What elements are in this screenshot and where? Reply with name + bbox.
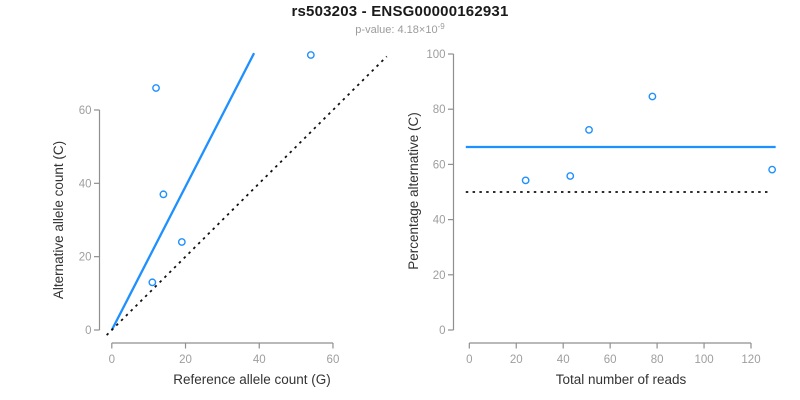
y-axis-title: Alternative allele count (C) <box>51 141 66 299</box>
page-title: rs503203 - ENSG00000162931 <box>291 3 509 20</box>
right-plot-panel: 0 20 40 60 80 100 120 0 20 40 60 80 100 Total number … <box>406 49 777 387</box>
y-axis-tick-label: 0 <box>439 325 445 337</box>
x-axis-tick-label: 20 <box>179 354 192 366</box>
x-axis-tick-label: 40 <box>253 354 266 366</box>
data-point <box>566 172 575 180</box>
left-plot-panel: 0 20 40 60 0 20 40 60 Reference allele count (G)… <box>51 51 388 387</box>
fit-line <box>110 52 256 331</box>
x-axis-tick-label: 120 <box>741 354 760 366</box>
p-value-subtitle: p-value: 4.18×10-9 <box>0 22 800 36</box>
data-point <box>768 165 777 174</box>
y-axis-tick-label: 100 <box>426 49 445 61</box>
y-axis-tick-label: 40 <box>79 178 92 190</box>
y-axis-tick-label: 80 <box>433 104 446 116</box>
y-axis-tick-label: 60 <box>433 159 446 171</box>
x-axis-tick-label: 60 <box>604 354 617 366</box>
p-value-exponent: -9 <box>437 22 445 31</box>
p-value-text: p-value: 4.18×10 <box>355 24 438 36</box>
x-axis-tick-label: 0 <box>109 354 115 366</box>
data-point <box>159 190 168 199</box>
y-axis-tick-label: 60 <box>79 105 92 117</box>
data-point <box>177 238 186 246</box>
x-axis-tick-label: 60 <box>327 354 340 366</box>
x-axis-tick-label: 20 <box>510 354 523 366</box>
y-axis-title: Percentage alternative (C) <box>406 112 421 270</box>
y-axis-tick-label: 40 <box>433 215 446 227</box>
y-axis-tick-label: 20 <box>433 270 446 282</box>
x-axis-title: Total number of reads <box>556 372 687 387</box>
x-axis-tick-label: 100 <box>694 354 713 366</box>
data-point <box>152 84 160 92</box>
x-axis-tick-label: 0 <box>466 354 472 366</box>
data-point <box>148 278 157 287</box>
x-axis-tick-label: 40 <box>557 354 570 366</box>
data-point <box>521 176 530 185</box>
x-axis-tick-label: 80 <box>651 354 664 366</box>
data-point <box>585 125 593 134</box>
data-point <box>306 51 315 59</box>
identity-line <box>106 55 388 336</box>
x-axis-title: Reference allele count (G) <box>173 372 331 387</box>
y-axis-tick-label: 0 <box>85 325 91 337</box>
y-axis-tick-label: 20 <box>79 252 92 264</box>
data-point <box>648 92 657 101</box>
